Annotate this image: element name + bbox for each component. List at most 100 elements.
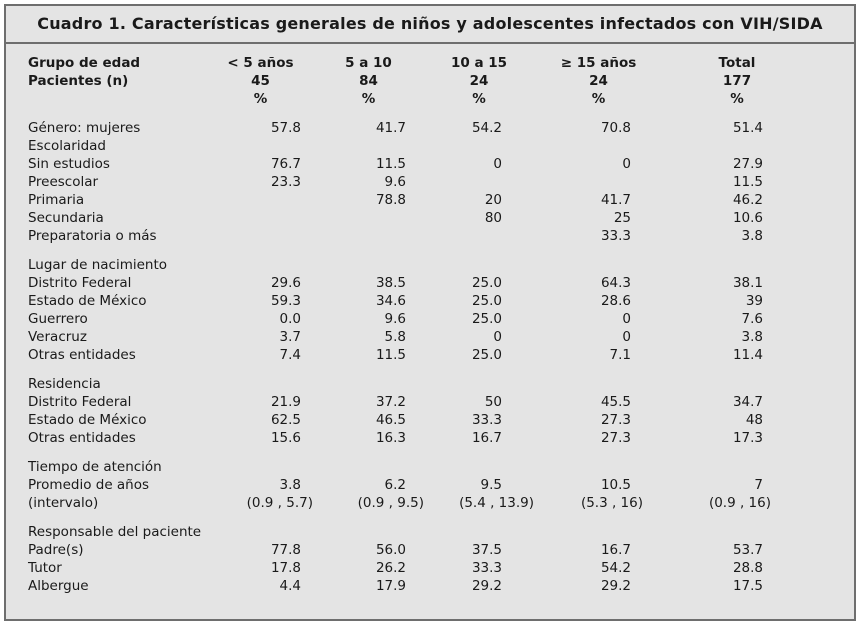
- cell-value: 48: [745, 412, 763, 428]
- table-row: Preparatoria o más 33.3 3.8: [28, 227, 811, 245]
- cell-value: 11.5: [375, 156, 406, 172]
- row-label: Distrito Federal: [28, 394, 132, 410]
- percent-label: %: [472, 91, 486, 107]
- cell-value: [313, 227, 424, 245]
- section-heading: Residencia: [28, 376, 101, 392]
- cell-value: [313, 209, 424, 227]
- cell-value: 26.2: [375, 560, 406, 576]
- table-row: Otras entidades 15.6 16.3 16.7 27.3 17.3: [28, 429, 811, 447]
- row-label: Estado de México: [28, 293, 147, 309]
- header-cell: 10 a 15: [450, 55, 508, 71]
- cell-value: 0: [622, 156, 631, 172]
- cell-value: 38.1: [732, 275, 763, 291]
- table-row: Distrito Federal 29.6 38.5 25.0 64.3 38.…: [28, 274, 811, 292]
- row-label: Guerrero: [28, 311, 88, 327]
- cell-value: 45.5: [600, 394, 631, 410]
- section-heading-row: Residencia: [28, 375, 811, 393]
- cell-value: 17.8: [270, 560, 301, 576]
- cell-value: 3.8: [741, 228, 763, 244]
- percent-label: %: [253, 91, 268, 107]
- cell-value: (5.4 , 13.9): [459, 495, 534, 511]
- cell-value: 80: [484, 210, 502, 226]
- cell-value: 25.0: [471, 347, 502, 363]
- section-heading-row: Escolaridad: [28, 137, 811, 155]
- cell-value: 33.3: [471, 412, 502, 428]
- cell-value: 62.5: [270, 412, 301, 428]
- table-row: Padre(s) 77.8 56.0 37.5 16.7 53.7: [28, 541, 811, 559]
- cell-value: 10.5: [600, 477, 631, 493]
- cell-value: 16.3: [375, 430, 406, 446]
- row-label: Estado de México: [28, 412, 147, 428]
- cell-value: 29.2: [600, 578, 631, 594]
- cell-value: 38.5: [375, 275, 406, 291]
- cell-value: [534, 173, 663, 191]
- row-label: Otras entidades: [28, 430, 136, 446]
- cell-value: 0.0: [279, 311, 301, 327]
- cell-value: [424, 173, 534, 191]
- row-label: Tutor: [28, 560, 62, 576]
- section-heading-row: Tiempo de atención: [28, 458, 811, 476]
- cell-value: 7.6: [741, 311, 763, 327]
- cell-value: 7.4: [279, 347, 301, 363]
- table-frame: Cuadro 1. Características generales de n…: [4, 4, 856, 621]
- cell-value: 11.4: [732, 347, 763, 363]
- table-title: Cuadro 1. Características generales de n…: [6, 6, 854, 44]
- table-row: Veracruz 3.7 5.8 0 0 3.8: [28, 328, 811, 346]
- cell-value: 0: [493, 329, 502, 345]
- cell-value: 17.9: [375, 578, 406, 594]
- cell-value: 33.3: [471, 560, 502, 576]
- cell-value: 27.9: [732, 156, 763, 172]
- row-label: (intervalo): [28, 495, 99, 511]
- characteristics-table: Grupo de edad < 5 años 5 a 10 10 a 15 ≥ …: [28, 54, 811, 595]
- cell-value: 0: [622, 311, 631, 327]
- row-label: Preescolar: [28, 174, 99, 190]
- table-row: Distrito Federal 21.9 37.2 50 45.5 34.7: [28, 393, 811, 411]
- cell-value: 4.4: [279, 578, 301, 594]
- row-label: Distrito Federal: [28, 275, 132, 291]
- row-label: Primaria: [28, 192, 85, 208]
- cell-value: 25: [613, 210, 631, 226]
- cell-value: 7.1: [609, 347, 631, 363]
- cell-value: 41.7: [375, 120, 406, 136]
- section-heading: Escolaridad: [28, 138, 106, 154]
- row-label: Veracruz: [28, 329, 87, 345]
- cell-value: (0.9 , 16): [708, 495, 771, 511]
- cell-value: 76.7: [270, 156, 301, 172]
- cell-value: 9.5: [480, 477, 502, 493]
- cell-value: 39: [745, 293, 763, 309]
- header-cell: 177: [722, 73, 752, 89]
- cell-value: 50: [484, 394, 502, 410]
- row-label: Preparatoria o más: [28, 228, 157, 244]
- table-row: Otras entidades 7.4 11.5 25.0 7.1 11.4: [28, 346, 811, 364]
- table-row: (intervalo) (0.9 , 5.7) (0.9 , 9.5) (5.4…: [28, 494, 811, 512]
- row-label: Promedio de años: [28, 477, 150, 493]
- header-cell: 24: [469, 73, 489, 89]
- table-row: Tutor 17.8 26.2 33.3 54.2 28.8: [28, 559, 811, 577]
- header-row-patients: Pacientes (n) 45 84 24 24 177: [28, 72, 811, 90]
- cell-value: 33.3: [600, 228, 631, 244]
- cell-value: 25.0: [471, 311, 502, 327]
- cell-value: 54.2: [471, 120, 502, 136]
- cell-value: 78.8: [375, 192, 406, 208]
- header-cell: 24: [589, 73, 608, 89]
- cell-value: 9.6: [384, 174, 406, 190]
- cell-value: 29.6: [270, 275, 301, 291]
- header-cell: 84: [359, 73, 378, 89]
- cell-value: [208, 209, 313, 227]
- cell-value: 3.8: [741, 329, 763, 345]
- header-row-age-group: Grupo de edad < 5 años 5 a 10 10 a 15 ≥ …: [28, 54, 811, 72]
- cell-value: 3.7: [279, 329, 301, 345]
- row-label: Sin estudios: [28, 156, 110, 172]
- row-label: Género: mujeres: [28, 120, 141, 136]
- table-row: Secundaria 80 25 10.6: [28, 209, 811, 227]
- cell-value: 28.8: [732, 560, 763, 576]
- cell-value: (5.3 , 16): [580, 495, 643, 511]
- cell-value: 9.6: [384, 311, 406, 327]
- table-row: Estado de México 62.5 46.5 33.3 27.3 48: [28, 411, 811, 429]
- cell-value: 27.3: [600, 430, 631, 446]
- row-label: Albergue: [28, 578, 89, 594]
- cell-value: 77.8: [270, 542, 301, 558]
- cell-value: 17.5: [732, 578, 763, 594]
- cell-value: 57.8: [270, 120, 301, 136]
- section-heading-row: Lugar de nacimiento: [28, 256, 811, 274]
